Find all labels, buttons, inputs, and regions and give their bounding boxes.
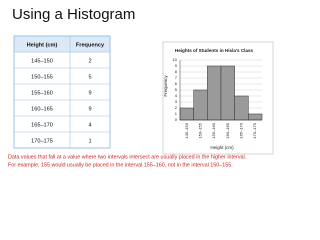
y-tick-label: 0 — [175, 117, 178, 122]
table-cell: 145–150 — [31, 58, 53, 64]
table-cell: 165–170 — [31, 122, 53, 128]
table-cell: 170–175 — [31, 138, 53, 144]
y-tick-label: 7 — [175, 75, 178, 80]
x-tick-label: 160–165 — [225, 122, 230, 138]
bar — [248, 113, 263, 121]
bar — [234, 95, 249, 121]
y-tick-label: 3 — [175, 99, 178, 104]
table-cell: 160–165 — [31, 106, 53, 112]
slide: Using a Histogram Heights of Students in… — [8, 5, 274, 169]
bar — [207, 65, 222, 121]
x-tick-label: 150–155 — [198, 122, 203, 138]
table-cell: 2 — [88, 58, 91, 64]
table-header-cell: Height (cm) — [27, 42, 58, 48]
chart-title: Heights of Students in Hisla's Class — [175, 48, 254, 53]
table-cell: 4 — [88, 122, 91, 128]
bar — [193, 89, 208, 121]
x-tick-label: 165–170 — [239, 122, 244, 138]
y-axis-label: Frequency — [163, 75, 168, 97]
y-tick-label: 2 — [175, 105, 178, 110]
table-cell: 9 — [88, 90, 91, 96]
table-cell: 155–160 — [31, 90, 53, 96]
y-tick-label: 5 — [175, 87, 178, 92]
bar — [220, 65, 235, 121]
x-tick-label: 145–150 — [184, 122, 189, 138]
x-tick-label: 170–175 — [252, 122, 257, 138]
slide-title: Using a Histogram — [12, 6, 135, 23]
y-tick-label: 6 — [175, 81, 178, 86]
table-cell: 1 — [88, 138, 91, 144]
note-line: Data values that fall at a value where t… — [8, 154, 246, 160]
page: {"title": "Using a Histogram", "table": … — [8, 5, 274, 169]
table-frame — [13, 35, 111, 149]
table-cell: 9 — [88, 106, 91, 112]
y-tick-label: 1 — [175, 111, 178, 116]
y-tick-label: 9 — [175, 63, 178, 68]
x-tick-label: 155–160 — [211, 122, 216, 138]
bar — [179, 107, 194, 121]
table-cell: 150–155 — [31, 74, 53, 80]
x-axis-label: Height (cm) — [210, 145, 234, 150]
table-header-cell: Frequency — [76, 42, 105, 48]
table-cell: 5 — [88, 74, 91, 80]
y-tick-label: 10 — [173, 57, 178, 62]
note-line: For example, 155 would usually be placed… — [8, 162, 233, 168]
y-tick-label: 4 — [175, 93, 178, 98]
y-tick-label: 8 — [175, 69, 178, 74]
table-header — [14, 36, 110, 53]
